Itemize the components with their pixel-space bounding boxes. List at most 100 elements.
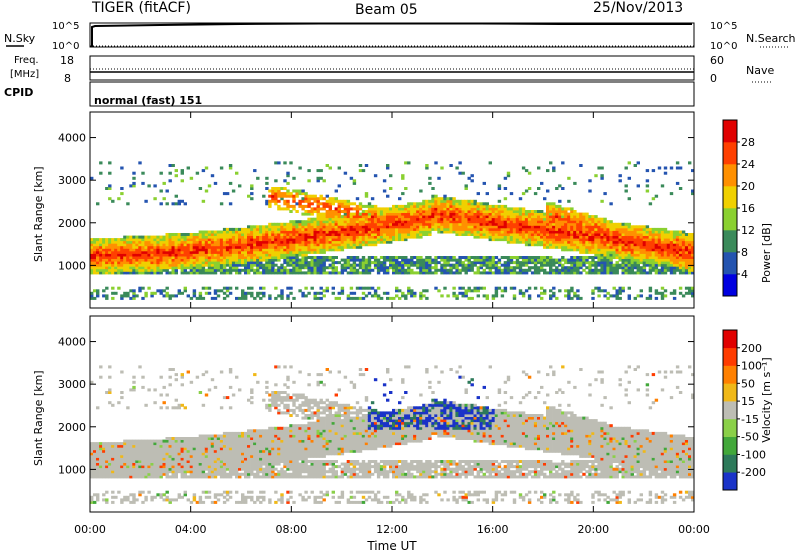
power-cell <box>464 266 468 270</box>
power-cell <box>521 261 526 265</box>
power-cell <box>307 261 311 265</box>
power-cell <box>443 204 447 208</box>
power-cell <box>407 258 411 262</box>
power-cell <box>464 184 468 188</box>
velocity-cell <box>150 470 154 474</box>
power-cell <box>316 238 320 242</box>
power-cell <box>413 291 417 295</box>
power-cell <box>392 268 396 272</box>
velocity-cell <box>90 457 94 461</box>
power-cell <box>259 233 263 236</box>
power-cell <box>440 212 444 216</box>
power-cell <box>259 230 263 234</box>
power-cell <box>467 207 471 211</box>
power-cell <box>361 263 366 267</box>
power-cell <box>555 187 559 190</box>
velocity-cell <box>114 447 118 451</box>
power-cell <box>207 261 212 265</box>
power-cell <box>132 291 136 295</box>
power-cell <box>425 225 429 229</box>
power-cell <box>464 204 468 208</box>
power-cell <box>561 268 565 272</box>
power-cell <box>268 245 272 249</box>
power-cell <box>491 261 496 265</box>
power-cell <box>404 204 408 208</box>
power-cell <box>349 258 354 262</box>
power-cell <box>404 294 408 298</box>
power-cell <box>594 227 598 231</box>
power-cell <box>395 222 399 226</box>
power-cell <box>346 230 351 234</box>
power-cell <box>500 289 505 293</box>
power-cell <box>358 235 363 239</box>
power-cell <box>358 212 363 216</box>
power-cell <box>455 207 459 211</box>
power-cell <box>271 243 275 247</box>
power-cell <box>564 238 568 242</box>
power-cell <box>449 207 453 211</box>
power-cell <box>292 271 296 275</box>
power-cell <box>331 243 335 247</box>
velocity-cell <box>147 439 151 443</box>
power-cell <box>398 235 402 239</box>
power-cell <box>289 238 293 242</box>
power-cell <box>407 210 411 213</box>
power-cell <box>271 271 275 275</box>
power-cell <box>228 248 233 252</box>
power-cell <box>612 248 616 252</box>
power-cell <box>494 230 499 234</box>
power-cell <box>521 235 526 239</box>
power-cell <box>684 248 689 252</box>
power-cell <box>301 263 305 267</box>
power-cell <box>141 256 145 259</box>
power-cell <box>419 233 423 236</box>
power-cell <box>555 258 559 262</box>
power-cell <box>428 207 432 211</box>
power-cell <box>410 261 414 265</box>
power-cell <box>612 238 616 242</box>
power-cell <box>325 210 329 213</box>
power-cell <box>159 243 163 247</box>
power-cell <box>228 258 233 262</box>
power-cell <box>343 210 348 213</box>
power-cell <box>96 261 100 265</box>
power-cell <box>615 225 619 229</box>
velocity-cell <box>114 475 118 479</box>
power-cell <box>660 248 665 252</box>
power-cell <box>389 240 393 244</box>
velocity-cell <box>138 449 142 453</box>
power-cell <box>506 215 511 219</box>
power-cell <box>452 263 456 267</box>
power-cell <box>527 286 532 290</box>
power-cell <box>597 253 601 257</box>
power-cell <box>346 199 351 203</box>
power-cell <box>349 215 354 219</box>
power-cell <box>467 233 471 236</box>
power-cell <box>316 271 320 275</box>
power-cell <box>407 261 411 265</box>
velocity-cell <box>108 365 112 369</box>
power-cell <box>235 266 239 270</box>
power-cell <box>491 296 496 300</box>
power-cell <box>491 263 496 267</box>
power-cell <box>491 233 496 236</box>
velocity-cell <box>156 452 160 456</box>
velocity-cell <box>162 447 166 451</box>
power-cell <box>265 248 269 252</box>
power-cell <box>207 248 212 252</box>
power-cell <box>147 263 151 267</box>
power-cell <box>512 296 517 300</box>
power-cell <box>425 296 429 300</box>
power-cell <box>117 263 121 267</box>
power-cell <box>271 199 275 203</box>
velocity-cell <box>156 470 160 474</box>
power-cell <box>144 291 148 295</box>
power-cell <box>518 225 523 229</box>
power-cell <box>222 271 227 275</box>
velocity-cell <box>153 462 157 466</box>
power-cell <box>582 256 586 259</box>
power-cell <box>497 215 502 219</box>
power-cell <box>509 240 514 244</box>
power-cell <box>546 217 550 221</box>
power-cell <box>582 263 586 267</box>
